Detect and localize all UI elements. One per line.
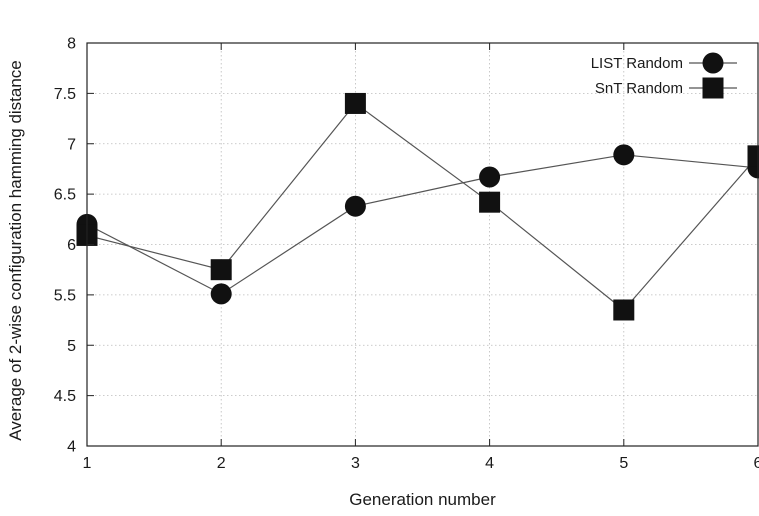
y-tick-label: 8	[67, 36, 76, 53]
x-tick-label: 5	[619, 455, 628, 472]
x-tick-label: 2	[217, 455, 226, 472]
y-tick-label: 4.5	[54, 388, 76, 405]
y-tick-label: 5.5	[54, 287, 76, 304]
legend-marker-snt-random	[702, 77, 724, 99]
y-axis-label: Average of 2-wise configuration hamming …	[6, 60, 25, 441]
y-tick-label: 6.5	[54, 187, 76, 204]
legend-label-snt-random: SnT Random	[595, 80, 683, 97]
y-tick-label: 7	[67, 136, 76, 153]
list-random-point	[613, 144, 635, 166]
list-random-line	[86, 154, 759, 295]
y-tick-label: 4	[67, 439, 76, 456]
x-tick-label: 3	[351, 455, 360, 472]
snt-random-point	[613, 299, 635, 321]
legend-marker-list-random	[702, 52, 724, 74]
x-axis-label: Generation number	[349, 490, 496, 509]
list-random-point	[344, 195, 366, 217]
y-tick-label: 5	[67, 338, 76, 355]
snt-random-line	[86, 102, 759, 311]
snt-random-point	[747, 145, 759, 167]
series-lines	[86, 102, 759, 311]
x-tick-label: 6	[754, 455, 759, 472]
legend-label-list-random: LIST Random	[591, 55, 683, 72]
series-markers	[76, 92, 759, 321]
list-random-point	[479, 166, 501, 188]
snt-random-point	[210, 259, 232, 281]
y-tick-label: 7.5	[54, 86, 76, 103]
x-axis-ticks: 1 2 3 4 5 6	[83, 43, 759, 472]
y-axis-ticks: 4 4.5 5 5.5 6 6.5 7 7.5 8	[54, 36, 94, 456]
y-tick-label: 6	[67, 237, 76, 254]
grid-lines	[87, 43, 758, 446]
snt-random-point	[344, 92, 366, 114]
snt-random-point	[479, 191, 501, 213]
x-tick-label: 1	[83, 455, 92, 472]
list-random-point	[210, 283, 232, 305]
legend: LIST Random SnT Random	[591, 52, 737, 99]
x-tick-label: 4	[485, 455, 494, 472]
